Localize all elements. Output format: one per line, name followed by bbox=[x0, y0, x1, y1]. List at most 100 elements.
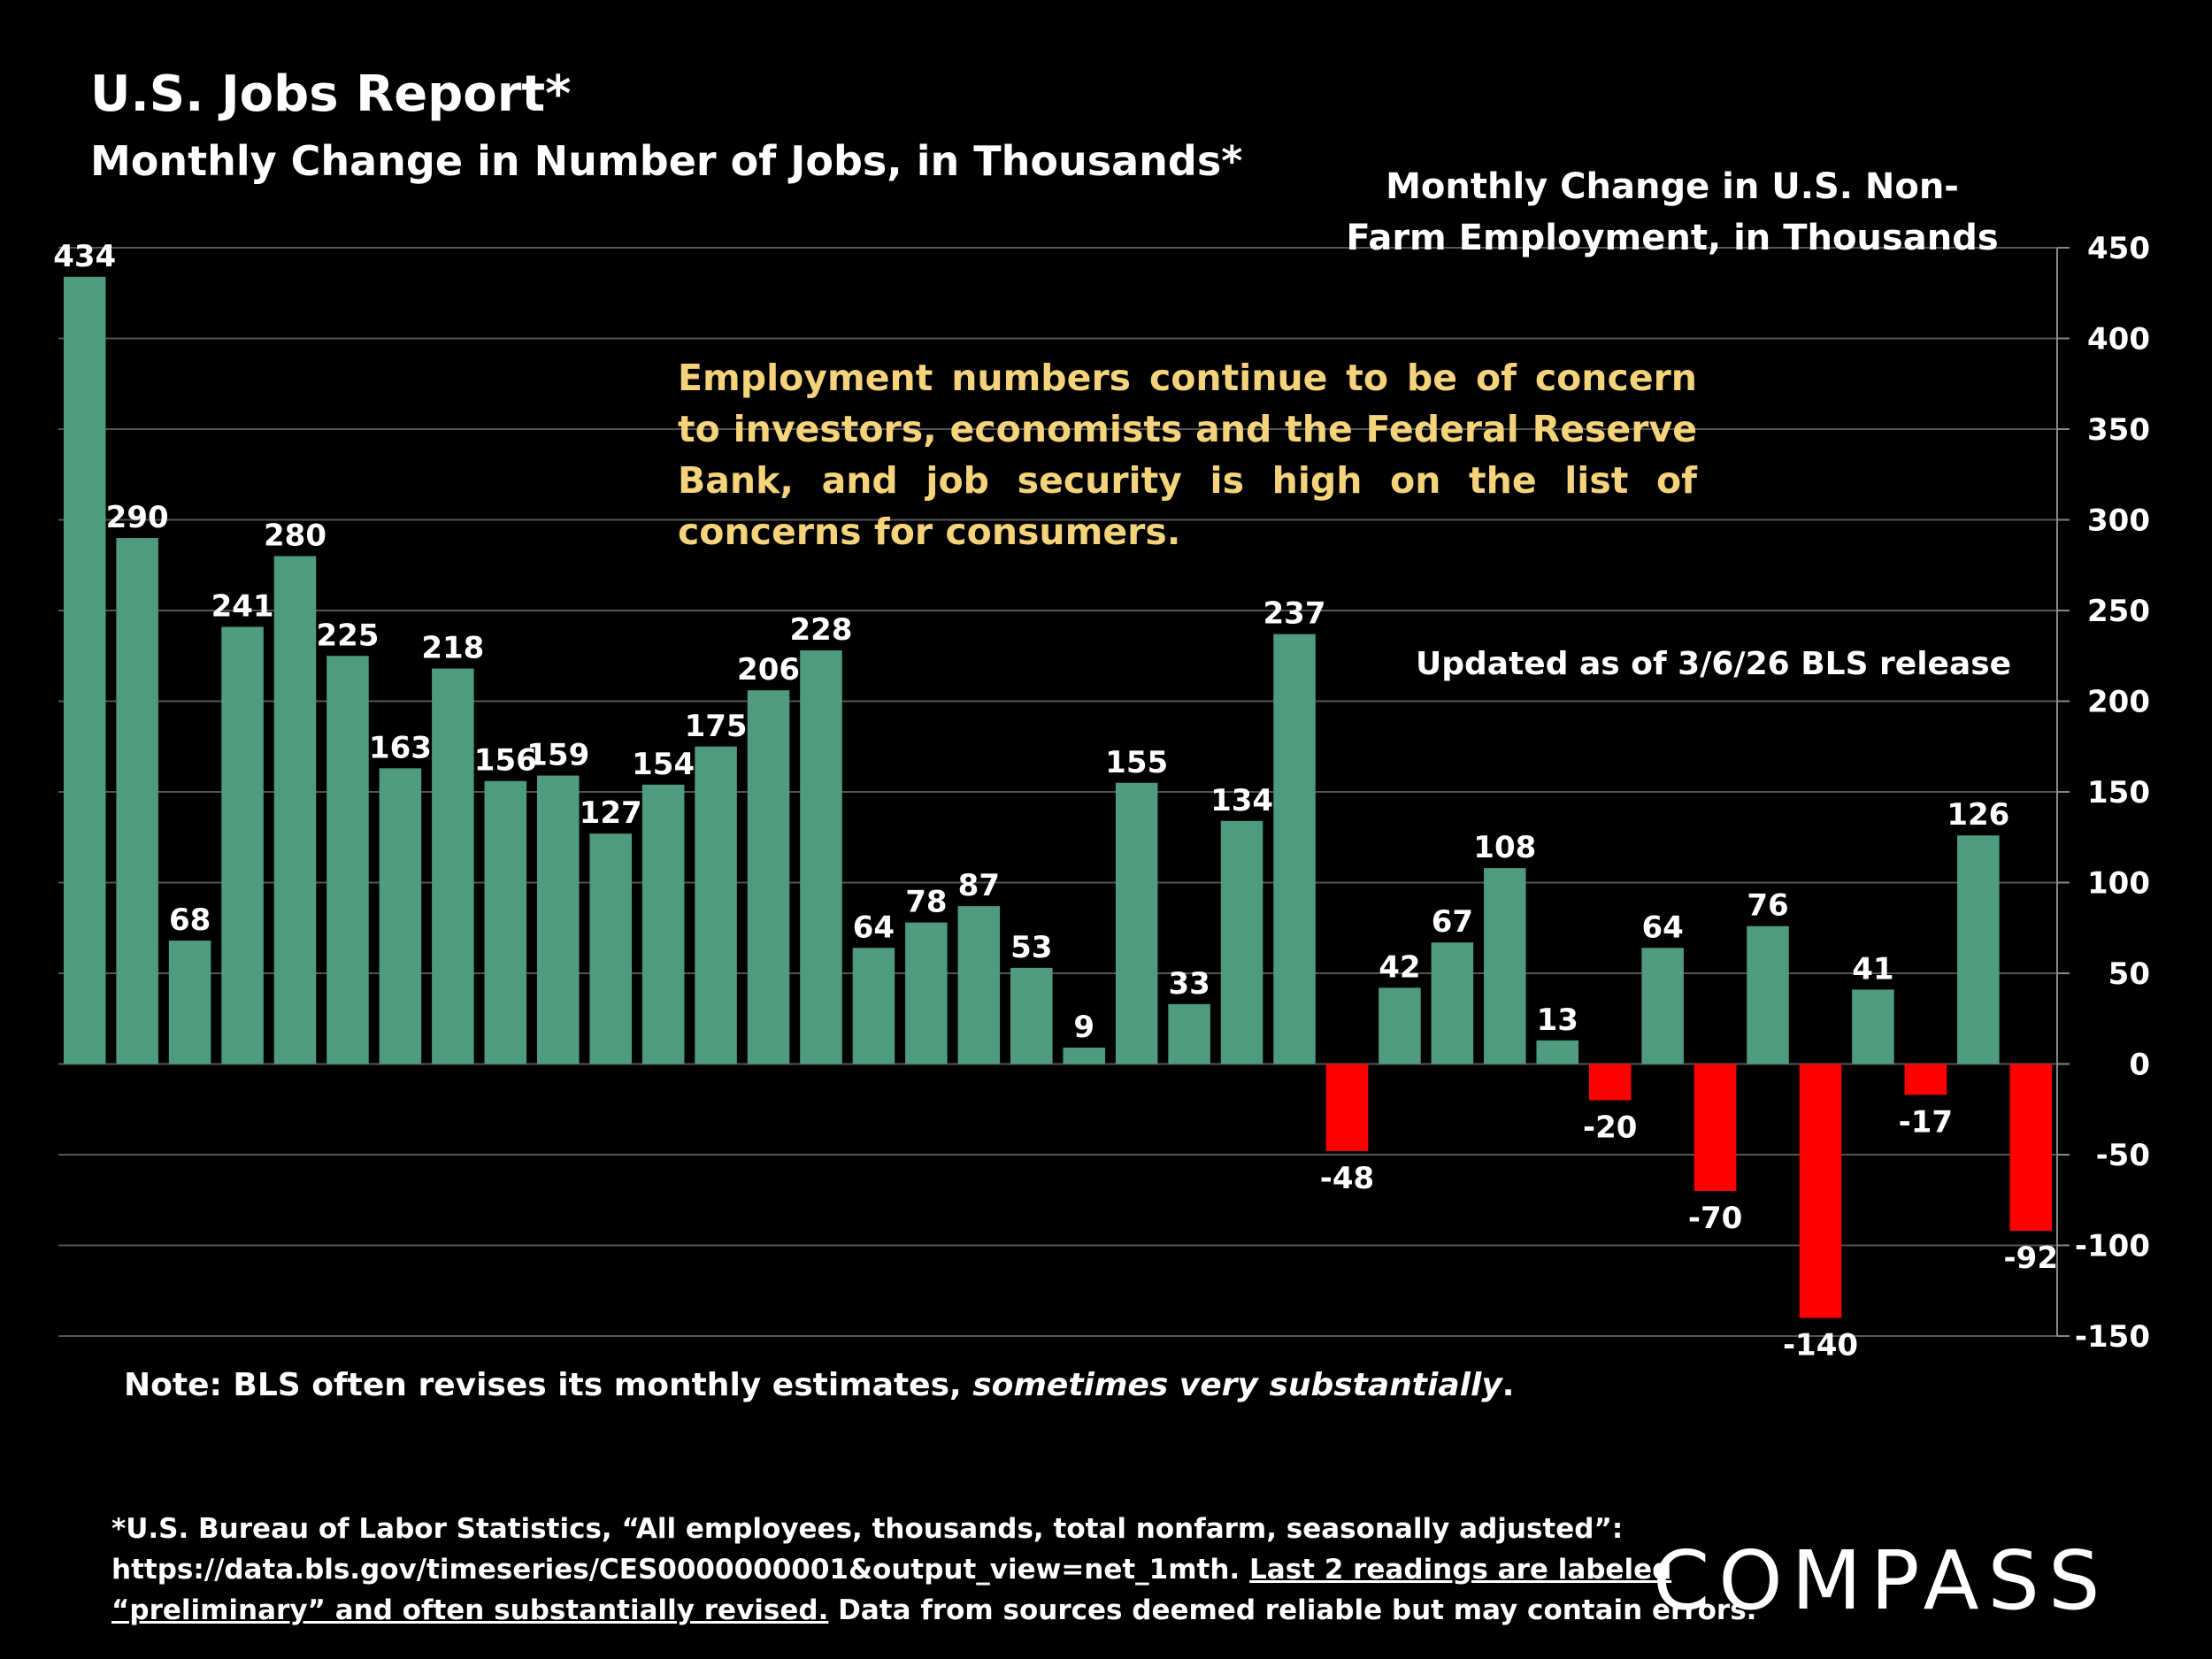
data-label: 134 bbox=[1210, 783, 1273, 818]
data-label: 67 bbox=[1432, 904, 1473, 940]
data-label: 64 bbox=[853, 910, 895, 945]
data-label: 241 bbox=[211, 588, 274, 624]
data-label: 175 bbox=[685, 709, 748, 744]
data-label: 41 bbox=[1852, 951, 1893, 987]
y-tick-label: 0 bbox=[2129, 1048, 2150, 1083]
bar bbox=[1168, 1003, 1210, 1064]
bar bbox=[2009, 1064, 2053, 1232]
data-label: -48 bbox=[1320, 1161, 1374, 1196]
bar bbox=[1694, 1064, 1737, 1191]
data-label: 78 bbox=[905, 885, 947, 920]
y-tick-label: 400 bbox=[2087, 322, 2150, 357]
bar bbox=[852, 948, 895, 1064]
data-label: -92 bbox=[2004, 1240, 2058, 1276]
data-label: 53 bbox=[1010, 930, 1052, 965]
bar bbox=[1220, 820, 1263, 1064]
y-tick-label: 150 bbox=[2087, 775, 2150, 810]
data-label: -70 bbox=[1688, 1201, 1742, 1236]
data-label: 127 bbox=[580, 795, 642, 831]
bar bbox=[1325, 1064, 1369, 1151]
y-tick-label: 300 bbox=[2087, 503, 2150, 539]
bar bbox=[800, 650, 842, 1064]
bar bbox=[168, 941, 211, 1064]
note-emphasis: sometimes very substantially bbox=[972, 1367, 1502, 1403]
data-label: 108 bbox=[1473, 830, 1536, 865]
source-footnote: *U.S. Bureau of Labor Statistics, “All e… bbox=[111, 1509, 1756, 1631]
data-label: 206 bbox=[737, 652, 800, 687]
data-label: 76 bbox=[1747, 888, 1788, 924]
bar bbox=[273, 556, 317, 1064]
footnote-underlined-1: Last 2 readings are labeled bbox=[1249, 1554, 1672, 1586]
bar bbox=[1536, 1040, 1579, 1064]
bar bbox=[1484, 868, 1526, 1064]
bar bbox=[1115, 782, 1158, 1064]
bars bbox=[63, 276, 2053, 1318]
bar bbox=[1904, 1064, 1947, 1095]
data-label: 33 bbox=[1168, 966, 1210, 1002]
compass-logo: COMPASS bbox=[1653, 1533, 2108, 1628]
bar bbox=[1010, 967, 1053, 1064]
revision-note: Note: BLS often revises its monthly esti… bbox=[124, 1367, 1514, 1403]
data-label: 87 bbox=[958, 868, 1000, 903]
bar bbox=[589, 833, 632, 1064]
data-label: 163 bbox=[369, 730, 432, 765]
y-tick-label: 250 bbox=[2087, 594, 2150, 629]
data-label: 280 bbox=[264, 518, 326, 554]
bar bbox=[1852, 989, 1894, 1064]
data-label: -20 bbox=[1583, 1110, 1637, 1146]
y-tick-label: 350 bbox=[2087, 412, 2150, 448]
page-subtitle: Monthly Change in Number of Jobs, in Tho… bbox=[90, 137, 1243, 185]
bar bbox=[63, 276, 106, 1064]
bar bbox=[1273, 634, 1316, 1064]
y-tick-label: 200 bbox=[2087, 685, 2150, 720]
footnote-url: https://data.bls.gov/timeseries/CES00000… bbox=[111, 1554, 1240, 1586]
note-end: . bbox=[1502, 1367, 1515, 1403]
data-label: 237 bbox=[1263, 596, 1326, 632]
data-label: -17 bbox=[1899, 1104, 1953, 1140]
bar bbox=[1747, 926, 1789, 1064]
y-axis: 450 400 350 300 250 200 150 100 50 0 -50 -100 -150 bbox=[2056, 231, 2150, 1355]
bar bbox=[1588, 1064, 1632, 1101]
bar bbox=[957, 906, 1001, 1064]
bar bbox=[1641, 948, 1684, 1064]
footnote-line-3: “preliminary” and often substantially re… bbox=[111, 1590, 1756, 1631]
data-label: 156 bbox=[474, 743, 537, 779]
bar bbox=[641, 784, 685, 1064]
bar bbox=[536, 775, 580, 1064]
footnote-underlined-2: “preliminary” and often substantially re… bbox=[111, 1594, 829, 1626]
chart-title: Monthly Change in U.S. Non-Farm Employme… bbox=[1346, 166, 1999, 258]
data-label: 434 bbox=[53, 239, 116, 274]
bar bbox=[747, 690, 790, 1064]
bar bbox=[221, 626, 264, 1064]
data-label: 154 bbox=[632, 747, 695, 782]
bar bbox=[432, 668, 474, 1064]
bar bbox=[484, 780, 527, 1064]
data-label: 155 bbox=[1105, 745, 1168, 780]
updated-note: Updated as of 3/6/26 BLS release bbox=[1416, 646, 2012, 682]
data-label: 68 bbox=[169, 902, 211, 938]
data-label: 290 bbox=[106, 500, 169, 535]
y-tick-label: 100 bbox=[2087, 866, 2150, 902]
data-label: 9 bbox=[1073, 1010, 1094, 1045]
y-tick-label: 50 bbox=[2108, 956, 2150, 992]
data-label: 13 bbox=[1537, 1002, 1578, 1038]
note-text: Note: BLS often revises its monthly esti… bbox=[124, 1367, 973, 1403]
footnote-line-1: *U.S. Bureau of Labor Statistics, “All e… bbox=[111, 1513, 1624, 1545]
page-title: U.S. Jobs Report* bbox=[90, 65, 572, 123]
callout-text: Employment numbers continue to be of con… bbox=[678, 357, 1697, 553]
bar bbox=[1379, 987, 1421, 1064]
data-label: 225 bbox=[316, 618, 379, 653]
bar bbox=[1799, 1064, 1842, 1318]
y-tick-label: -50 bbox=[2096, 1138, 2150, 1173]
bar bbox=[905, 922, 948, 1064]
footnote-line-2: https://data.bls.gov/timeseries/CES00000… bbox=[111, 1549, 1671, 1590]
y-tick-label: 450 bbox=[2087, 231, 2150, 266]
data-label: 42 bbox=[1379, 949, 1420, 985]
data-label: 159 bbox=[526, 738, 589, 773]
data-label: 126 bbox=[1947, 797, 2009, 833]
data-label: -140 bbox=[1783, 1328, 1858, 1363]
compass-logo-text: COMPASS bbox=[1653, 1533, 2108, 1628]
data-label: 228 bbox=[789, 612, 852, 648]
